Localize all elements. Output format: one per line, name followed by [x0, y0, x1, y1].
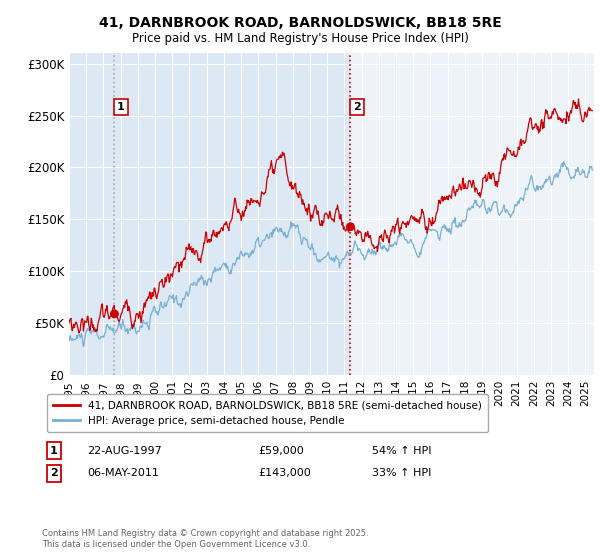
- Text: 06-MAY-2011: 06-MAY-2011: [87, 468, 159, 478]
- Text: Price paid vs. HM Land Registry's House Price Index (HPI): Price paid vs. HM Land Registry's House …: [131, 32, 469, 45]
- Text: 1: 1: [117, 102, 125, 112]
- Bar: [69, 53, 350, 375]
- Text: 2: 2: [353, 102, 361, 112]
- Text: £143,000: £143,000: [258, 468, 311, 478]
- Legend: 41, DARNBROOK ROAD, BARNOLDSWICK, BB18 5RE (semi-detached house), HPI: Average p: 41, DARNBROOK ROAD, BARNOLDSWICK, BB18 5…: [47, 394, 488, 432]
- Text: 54% ↑ HPI: 54% ↑ HPI: [372, 446, 431, 456]
- Text: 41, DARNBROOK ROAD, BARNOLDSWICK, BB18 5RE: 41, DARNBROOK ROAD, BARNOLDSWICK, BB18 5…: [98, 16, 502, 30]
- Text: Contains HM Land Registry data © Crown copyright and database right 2025.
This d: Contains HM Land Registry data © Crown c…: [42, 529, 368, 549]
- Point: [110, 310, 119, 319]
- Text: £59,000: £59,000: [258, 446, 304, 456]
- Text: 22-AUG-1997: 22-AUG-1997: [87, 446, 162, 456]
- Text: 2: 2: [50, 468, 58, 478]
- Text: 1: 1: [50, 446, 58, 456]
- Bar: [350, 53, 594, 375]
- Text: 33% ↑ HPI: 33% ↑ HPI: [372, 468, 431, 478]
- Point: [346, 222, 355, 231]
